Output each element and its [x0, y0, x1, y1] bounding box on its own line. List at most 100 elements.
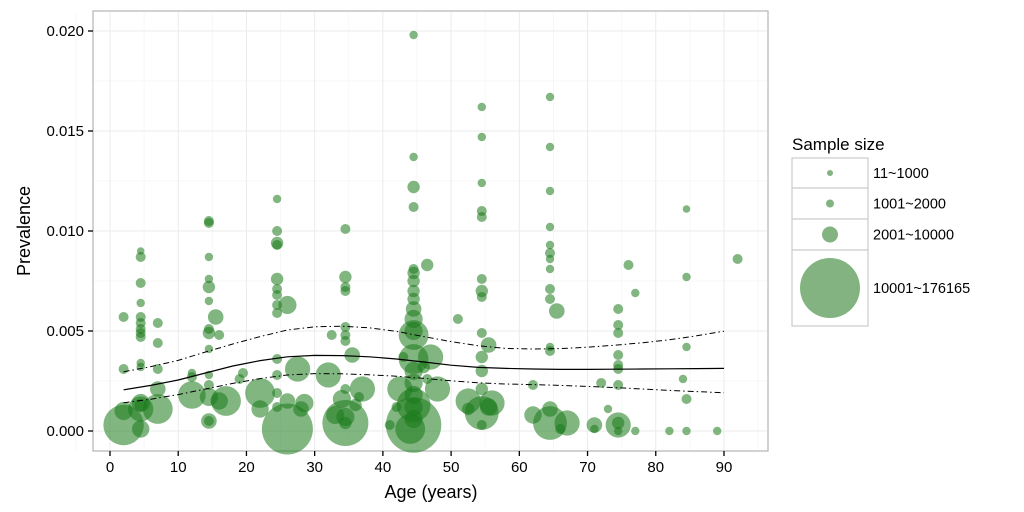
- data-point: [476, 274, 487, 284]
- x-tick-label: 40: [375, 459, 392, 476]
- data-point: [713, 426, 722, 436]
- data-point: [475, 382, 488, 396]
- data-point: [202, 280, 216, 294]
- data-point: [545, 248, 555, 258]
- data-point: [272, 240, 283, 250]
- data-point: [524, 406, 542, 424]
- upper-bound-line: [123, 325, 725, 373]
- fit-line: [123, 354, 725, 391]
- data-point: [407, 292, 420, 306]
- data-point: [732, 254, 743, 264]
- data-point: [424, 376, 451, 402]
- data-point: [682, 342, 691, 352]
- data-point: [293, 401, 309, 417]
- data-point: [203, 380, 214, 390]
- data-point: [475, 364, 488, 378]
- data-point: [214, 330, 225, 340]
- data-point: [272, 308, 283, 318]
- data-point: [136, 362, 145, 372]
- x-tick-label: 20: [238, 459, 255, 476]
- data-point: [340, 224, 351, 234]
- legend-label: 1001~2000: [873, 197, 946, 213]
- data-point: [682, 205, 691, 213]
- data-point: [118, 364, 129, 374]
- data-point: [479, 398, 498, 416]
- plot-panel: [75, 10, 769, 455]
- data-points: [103, 30, 743, 455]
- data-point: [408, 264, 419, 274]
- data-point: [545, 240, 555, 250]
- data-point: [204, 296, 214, 306]
- data-point: [354, 392, 364, 402]
- data-point: [407, 180, 420, 194]
- data-point: [590, 424, 599, 434]
- data-point: [613, 320, 624, 330]
- data-point: [545, 222, 555, 232]
- data-point: [596, 378, 607, 388]
- data-point: [542, 401, 558, 417]
- data-point: [678, 374, 688, 384]
- data-point: [344, 347, 361, 363]
- data-point: [136, 247, 145, 255]
- y-tick-label: 0.000: [46, 423, 84, 440]
- data-point: [135, 252, 146, 262]
- y-tick-label: 0.005: [46, 323, 84, 340]
- data-point: [545, 142, 555, 152]
- y-tick-label: 0.010: [46, 223, 84, 240]
- data-point: [272, 388, 283, 398]
- x-tick-label: 60: [511, 459, 528, 476]
- data-point: [455, 388, 481, 414]
- data-point: [326, 330, 337, 340]
- data-point: [417, 360, 430, 374]
- data-point: [476, 212, 487, 222]
- data-point: [476, 420, 487, 430]
- data-point: [340, 384, 351, 394]
- data-point: [178, 381, 206, 409]
- data-point: [152, 364, 163, 374]
- legend-label: 2001~10000: [873, 228, 954, 244]
- data-point: [462, 402, 475, 416]
- legend-key-circle: [822, 226, 838, 243]
- data-point: [272, 290, 283, 300]
- x-tick-label: 90: [716, 459, 733, 476]
- x-tick-label: 80: [647, 459, 664, 476]
- data-point: [315, 362, 341, 388]
- data-point: [613, 304, 624, 314]
- data-point: [549, 303, 565, 319]
- data-point: [152, 318, 163, 328]
- legend-title: Sample size: [792, 135, 885, 154]
- data-point: [477, 102, 486, 112]
- data-point: [118, 312, 129, 322]
- data-point: [421, 258, 434, 272]
- data-point: [407, 274, 420, 288]
- data-point: [391, 402, 402, 412]
- x-tick-label: 0: [106, 459, 114, 476]
- x-tick-label: 10: [170, 459, 187, 476]
- data-point: [555, 424, 566, 434]
- data-point: [204, 252, 214, 262]
- data-point: [135, 332, 146, 342]
- fit-lines: [123, 325, 725, 404]
- legend-label: 10001~176165: [873, 281, 970, 297]
- data-point: [409, 152, 418, 162]
- data-point: [476, 328, 487, 338]
- y-ticks: 0.000 0.005 0.010 0.015 0.020: [46, 23, 93, 440]
- data-point: [404, 409, 423, 429]
- data-point: [613, 350, 624, 360]
- data-point: [340, 322, 351, 332]
- y-axis-title: Prevalence: [14, 186, 34, 276]
- data-point: [272, 402, 283, 412]
- data-point: [477, 178, 486, 188]
- data-point: [114, 401, 133, 421]
- data-point: [665, 426, 674, 436]
- data-point: [339, 270, 352, 284]
- data-point: [545, 186, 555, 196]
- data-point: [270, 272, 284, 286]
- data-point: [332, 389, 351, 409]
- data-point: [545, 294, 555, 304]
- data-point: [340, 336, 351, 346]
- data-point: [613, 328, 624, 338]
- data-point: [339, 416, 352, 430]
- data-point: [545, 92, 555, 102]
- data-point: [272, 194, 282, 204]
